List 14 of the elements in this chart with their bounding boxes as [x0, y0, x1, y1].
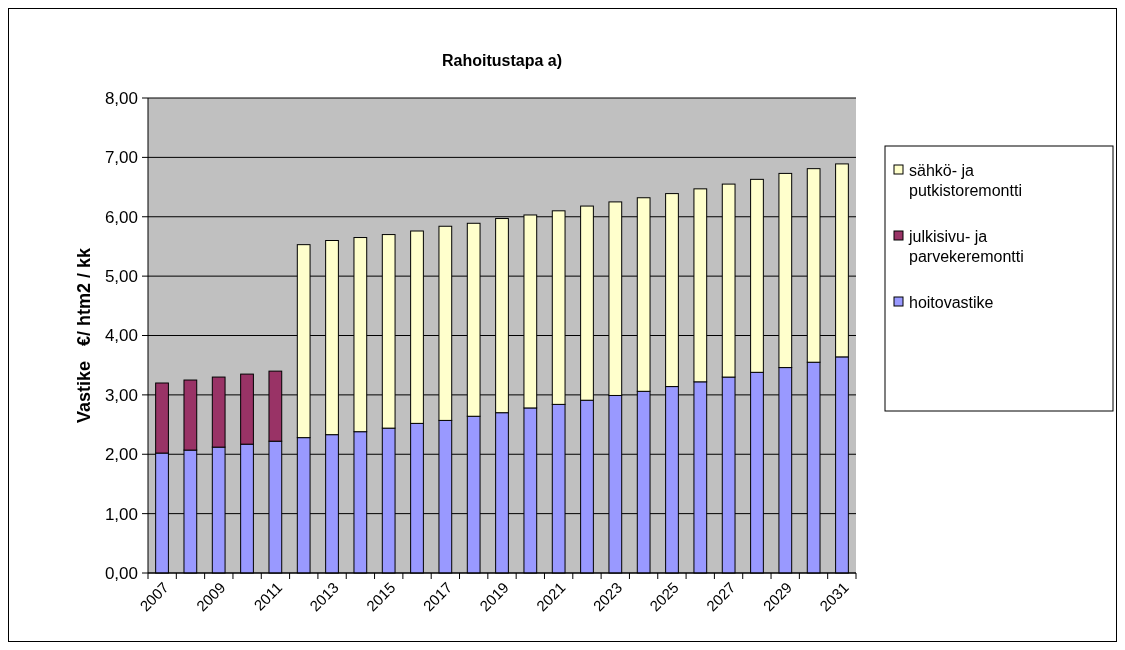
y-tick-label: 3,00: [104, 385, 138, 405]
y-tick-label: 0,00: [104, 563, 138, 583]
y-tick-label: 8,00: [104, 88, 138, 108]
legend-label: julkisivu- ja parvekeremontti: [908, 227, 1024, 265]
y-tick-label: 6,00: [104, 207, 138, 227]
y-axis-title: Vastike €/ htm2 / kk: [74, 246, 94, 424]
legend-label: sähkö- ja putkistoremontti: [909, 161, 1022, 199]
y-tick-label: 5,00: [104, 267, 138, 287]
y-tick-label: 4,00: [104, 326, 138, 346]
legend-label: hoitovastike: [909, 293, 994, 311]
y-tick-label: 7,00: [104, 148, 138, 168]
y-tick-label: 2,00: [104, 445, 138, 465]
chart-title: Rahoitustapa a): [441, 52, 563, 69]
y-tick-label: 1,00: [104, 504, 138, 524]
